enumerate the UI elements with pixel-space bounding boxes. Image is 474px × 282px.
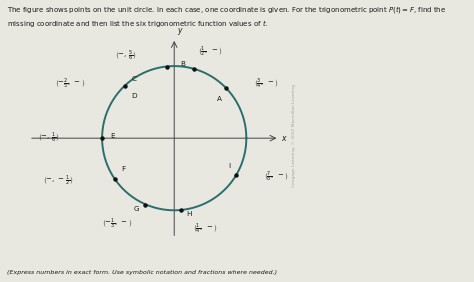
Text: missing coordinate and then list the six trigonometric function values of $t$.: missing coordinate and then list the six… [7,18,268,29]
Text: $x$: $x$ [282,134,288,143]
Text: (Express numbers in exact form. Use symbolic notation and fractions where needed: (Express numbers in exact form. Use symb… [7,270,277,275]
Text: $\left(-,\,-\frac{1}{2}\right)$: $\left(-,\,-\frac{1}{2}\right)$ [43,174,73,188]
Text: G: G [134,206,139,212]
Text: H: H [186,211,192,217]
Text: $\left(-,\,\frac{1}{6}\right)$: $\left(-,\,\frac{1}{6}\right)$ [38,131,60,145]
Text: B: B [181,61,186,67]
Text: $y$: $y$ [177,26,184,37]
Text: $\left(-\frac{1}{3},\,-\right)$: $\left(-\frac{1}{3},\,-\right)$ [102,217,132,231]
Text: $\left(\frac{7}{8},\,-\right)$: $\left(\frac{7}{8},\,-\right)$ [264,170,289,184]
Text: $\left(-\frac{2}{5},\,-\right)$: $\left(-\frac{2}{5},\,-\right)$ [55,76,85,91]
Text: $\left(\frac{1}{4},\,-\right)$: $\left(\frac{1}{4},\,-\right)$ [193,222,218,236]
Text: E: E [110,133,115,139]
Text: $\left(\frac{1}{2},\,-\right)$: $\left(\frac{1}{2},\,-\right)$ [198,45,222,59]
Text: Cengage Learning, © 2022 Macmillan Learning: Cengage Learning, © 2022 Macmillan Learn… [292,84,296,187]
Text: $\left(-,\,\frac{5}{6}\right)$: $\left(-,\,\frac{5}{6}\right)$ [115,49,137,63]
Text: C: C [131,76,136,81]
Text: $\left(\frac{3}{4},\,-\right)$: $\left(\frac{3}{4},\,-\right)$ [254,77,279,91]
Text: F: F [121,166,125,172]
Text: D: D [131,92,137,98]
Text: The figure shows points on the unit circle. In each case, one coordinate is give: The figure shows points on the unit circ… [7,4,447,15]
Text: I: I [228,163,230,169]
Text: A: A [217,96,222,102]
